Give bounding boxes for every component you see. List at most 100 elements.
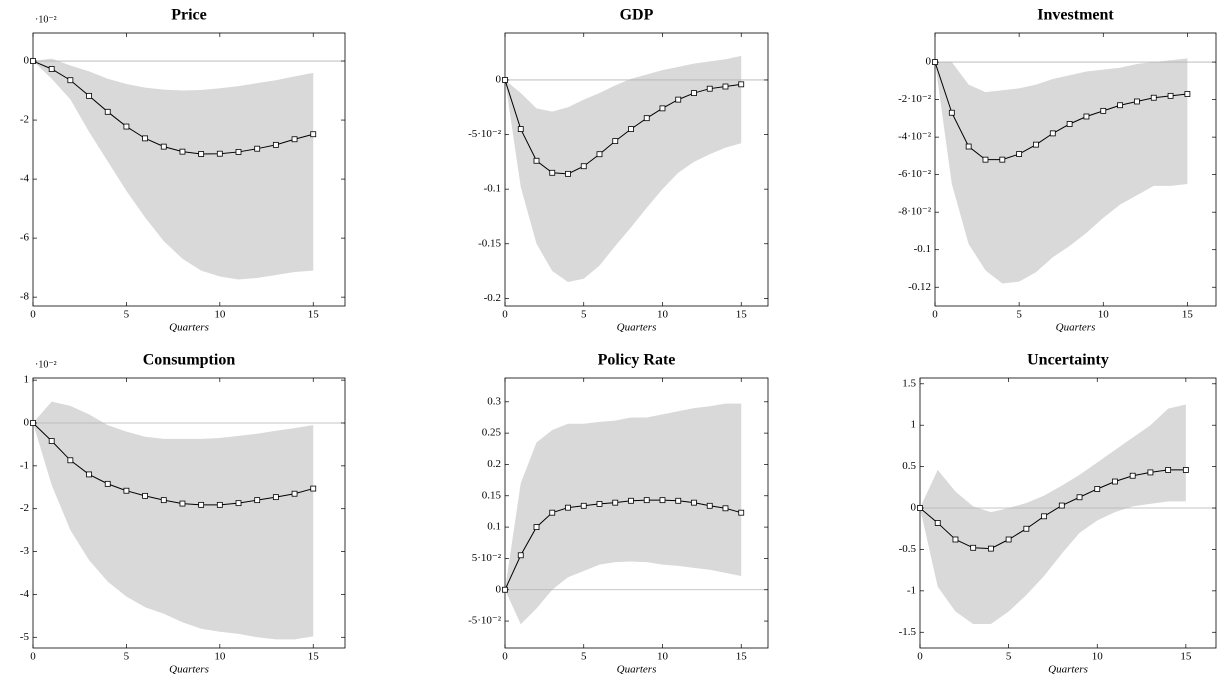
marker (254, 145, 261, 152)
y-tick-label: -5·10⁻² (468, 128, 502, 140)
x-axis-label: Quarters (1056, 322, 1096, 334)
marker (1167, 92, 1174, 99)
y-tick-label: -0.1 (484, 183, 501, 195)
y-tick-label: 0 (496, 583, 502, 595)
marker (628, 126, 634, 132)
marker (1100, 107, 1107, 114)
x-tick-label: 10 (214, 309, 226, 321)
marker (30, 58, 36, 64)
x-tick-label: 5 (1006, 651, 1012, 663)
y-tick-label: 0.5 (902, 460, 916, 472)
marker (1147, 469, 1154, 476)
marker (67, 457, 74, 464)
axis-frame (32, 377, 346, 649)
marker (235, 149, 242, 155)
marker (48, 438, 55, 444)
marker (216, 150, 223, 157)
marker (104, 480, 111, 487)
marker (310, 131, 317, 138)
marker (932, 59, 938, 65)
marker (643, 497, 650, 504)
marker (272, 141, 279, 148)
y-tick-label: 1.5 (902, 377, 916, 389)
marker (179, 500, 186, 507)
marker (179, 148, 186, 155)
panel: 1.5 1 0.5 0 -0.5 -1 -1.5 0 5 10 15 Quarters Uncertai… (899, 352, 1217, 676)
y-tick-label: -3 (20, 545, 30, 557)
x-tick-label: 0 (30, 309, 36, 321)
marker (691, 90, 697, 96)
y-multiplier: ·10⁻² (35, 14, 57, 25)
y-tick-label: 1 (24, 374, 30, 386)
marker (272, 494, 279, 501)
x-axis-label: Quarters (1048, 664, 1088, 676)
marker (948, 109, 955, 116)
confidence-band (920, 404, 1186, 624)
marker (291, 490, 298, 497)
y-tick-label: -0.15 (478, 237, 501, 249)
marker (104, 108, 111, 115)
chart-title: Uncertainty (1027, 352, 1109, 369)
x-tick-label: 10 (1098, 309, 1110, 321)
confidence-band (33, 401, 314, 640)
x-tick-label: 15 (308, 651, 320, 663)
y-tick-label: 0 (926, 56, 932, 68)
marker (738, 509, 745, 516)
y-tick-label: -1 (20, 459, 29, 471)
marker (722, 83, 729, 90)
y-tick-label: -0.2 (484, 292, 501, 304)
y-tick-label: -4 (20, 588, 30, 600)
confidence-band (935, 58, 1188, 284)
marker (659, 105, 666, 112)
x-tick-label: 0 (502, 309, 508, 321)
marker (1016, 151, 1023, 157)
x-tick-label: 5 (124, 309, 130, 321)
marker (987, 545, 994, 552)
marker (965, 143, 972, 150)
marker (533, 157, 540, 164)
marker (675, 96, 682, 103)
marker (1076, 494, 1083, 501)
x-tick-label: 15 (736, 309, 748, 321)
confidence-band (505, 403, 742, 625)
y-tick-label: -0.5 (899, 543, 917, 555)
marker (310, 485, 317, 492)
x-axis-label: Quarters (169, 322, 209, 334)
x-tick-label: 0 (30, 651, 36, 663)
line (32, 422, 314, 506)
marker (160, 497, 167, 504)
marker (565, 504, 571, 511)
marker (533, 524, 540, 530)
marker (502, 77, 508, 83)
chart-title: Investment (1037, 7, 1114, 24)
marker (970, 544, 977, 551)
y-tick-label: -6 (20, 232, 30, 244)
marker (67, 77, 74, 84)
marker (1005, 536, 1012, 543)
x-tick-label: 0 (502, 651, 508, 663)
marker (738, 81, 745, 88)
marker (1033, 141, 1039, 148)
x-axis-label: Quarters (617, 322, 657, 334)
x-tick-label: 15 (1182, 309, 1194, 321)
marker (1134, 98, 1140, 105)
marker (216, 501, 223, 508)
marker (48, 66, 55, 72)
y-multiplier: ·10⁻² (35, 359, 57, 370)
marker (1184, 91, 1191, 97)
line (32, 60, 314, 155)
marker (142, 492, 148, 499)
marker (1083, 113, 1090, 120)
x-tick-label: 15 (308, 309, 320, 321)
y-tick-label: 0.2 (487, 458, 501, 470)
marker (643, 115, 650, 122)
chart-title: GDP (620, 7, 654, 24)
x-tick-label: 10 (657, 309, 669, 321)
line (919, 469, 1186, 550)
panel: 10-1-2-3-4-50 5 10 15QuartersConsumption·10… (20, 352, 346, 676)
x-tick-label: 5 (124, 651, 130, 663)
y-tick-label: 0.25 (482, 427, 502, 439)
x-tick-label: 5 (581, 651, 587, 663)
